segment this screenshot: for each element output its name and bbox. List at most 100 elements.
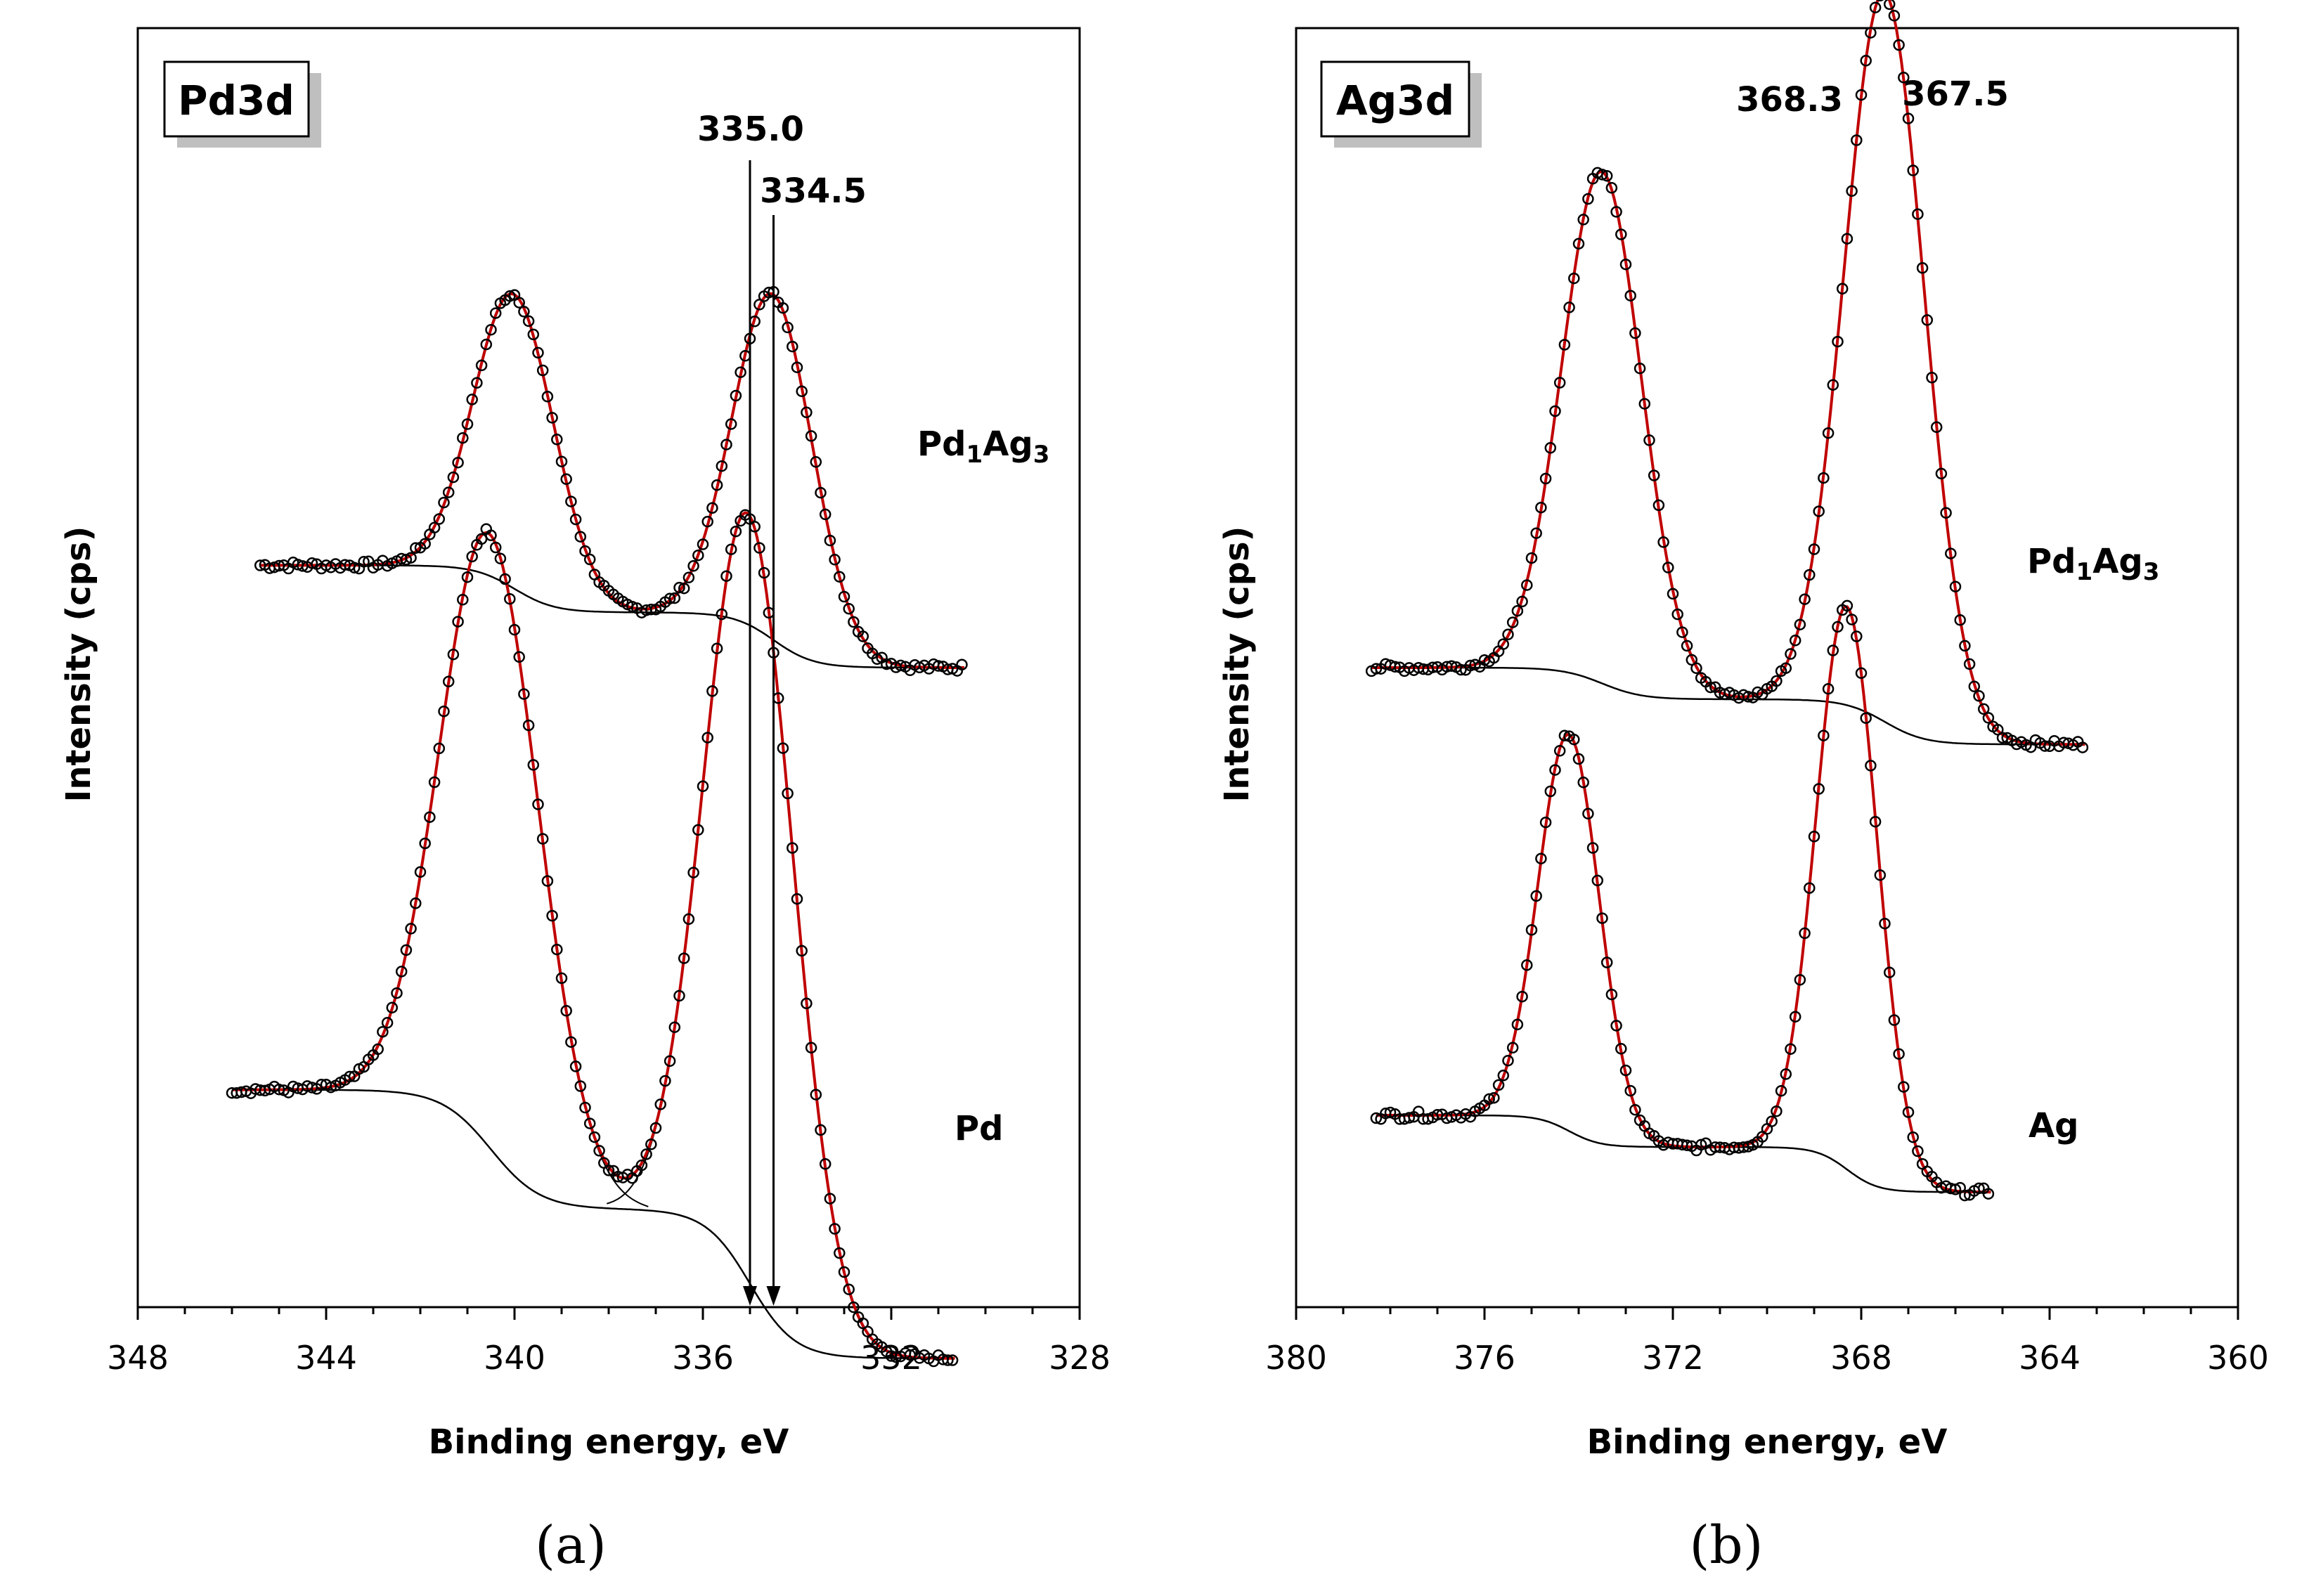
data-point [838,1266,850,1278]
data-point [1389,661,1401,673]
data-point [1775,1084,1787,1097]
data-point [1827,379,1839,391]
data-point [668,1021,681,1033]
data-point [711,642,723,654]
data-point [1959,640,1971,652]
data-point [1945,547,1957,559]
data-point [1516,595,1528,608]
data-point [838,590,850,603]
data-point [1851,630,1863,642]
data-point [466,394,478,406]
data-point [787,842,798,854]
data-point [1818,729,1830,741]
data-point [306,557,318,569]
data-point [433,742,446,755]
data-point [791,361,803,373]
data-point [504,290,516,302]
data-point [1572,753,1585,765]
data-point [1549,764,1561,776]
data-point [1841,599,1854,612]
data-point [1553,377,1566,389]
data-point [1445,660,1458,672]
annotation-335-0: 335.0 [697,110,804,149]
x-axis-label: Binding energy, eV [1587,1422,1948,1462]
data-point [678,952,690,964]
data-point [635,1159,648,1172]
data-point [414,866,427,878]
data-point [424,811,436,823]
data-point [1667,588,1679,600]
data-point [1511,1018,1524,1031]
data-point [471,377,483,389]
data-point [645,1138,657,1150]
data-point [1539,472,1552,485]
data-point [1799,593,1811,605]
data-point [1521,959,1533,971]
data-point [1610,1020,1622,1032]
data-point [796,385,808,398]
data-point [682,571,695,584]
data-point [555,455,568,467]
data-point [372,1043,384,1056]
arrow-head [743,1286,757,1306]
data-point [829,1223,841,1235]
data-point [1879,917,1891,930]
data-point [1502,1054,1514,1067]
data-point [805,430,817,442]
data-point [551,434,563,446]
data-point [697,780,709,793]
data-point [1610,206,1622,218]
data-point [405,552,417,564]
data-point [787,340,798,353]
x-tick-label: 328 [1049,1339,1111,1377]
data-point [1502,628,1514,641]
data-point [782,321,794,334]
data-point [574,531,587,543]
data-point [711,479,723,491]
data-point [574,1080,587,1092]
data-point [1832,335,1844,348]
data-point [2039,740,2051,752]
data-point [834,571,846,583]
data-point [593,1145,605,1157]
data-point [428,521,441,534]
data-point [1869,815,1882,828]
data-point [1455,663,1467,676]
series-label-pd1ag3: Pd1Ag3 [917,424,1049,469]
data-point [1921,314,1934,326]
data-point [1982,1188,1995,1200]
data-point [1954,614,1966,626]
data-point [819,508,832,521]
data-point [419,538,431,550]
data-point [1370,1112,1383,1124]
data-point [555,972,568,985]
data-point [1780,1068,1792,1080]
data-point [1591,874,1604,887]
data-point [843,1283,855,1295]
data-point [466,550,478,563]
data-point [848,616,860,628]
data-point [1907,164,1919,176]
background-line [232,1089,955,1360]
data-point [1648,469,1660,481]
data-point [1771,675,1783,687]
x-tick-label: 380 [1265,1339,1327,1377]
x-axis-label: Binding energy, eV [429,1422,789,1462]
data-point [1865,27,1877,39]
data-point [1963,658,1976,670]
data-point [1619,1064,1632,1077]
fit-envelope [1376,605,1991,1194]
data-point [1860,55,1872,67]
data-point [942,1354,954,1366]
data-point [824,534,836,547]
data-point [1568,733,1580,746]
data-point [1615,228,1627,240]
data-point [541,875,554,887]
data-point [508,623,521,636]
data-point [1582,807,1594,820]
data-point [1977,703,1990,715]
data-point [1662,562,1674,573]
data-point [1973,1182,1985,1195]
data-point [796,945,808,957]
data-point [1629,1103,1641,1116]
